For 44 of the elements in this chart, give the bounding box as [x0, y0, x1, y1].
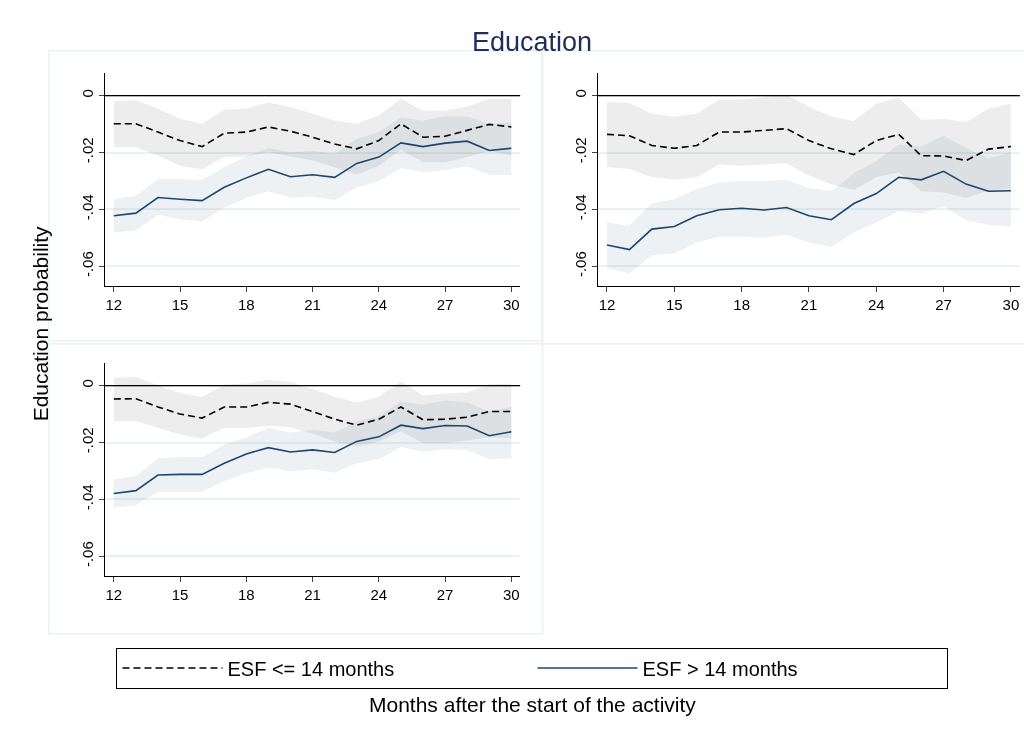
y-tick-label: -.04 [572, 194, 590, 221]
y-tick-label: -.02 [572, 137, 590, 164]
x-tick-label: 15 [171, 296, 189, 314]
x-tick-label: 18 [237, 586, 255, 604]
x-tick-label: 15 [171, 586, 189, 604]
y-tick-label: -.06 [78, 541, 96, 568]
x-tick-label: 24 [370, 296, 388, 314]
y-tick-label: 0 [78, 89, 96, 98]
x-tick-label: 12 [598, 296, 616, 314]
x-tick-label: 30 [503, 296, 520, 314]
line-series [112, 424, 513, 495]
x-tick-label: 21 [304, 586, 321, 604]
x-tick-label: 30 [1002, 296, 1020, 314]
y-tick-label: 0 [572, 89, 590, 98]
line-series [112, 397, 513, 426]
x-tick-label: 27 [436, 586, 454, 604]
x-tick-label: 24 [370, 586, 388, 604]
y-tick-label: -.06 [78, 251, 96, 278]
line-series [606, 127, 1012, 162]
y-tick-label: -.04 [78, 194, 96, 221]
y-tick-label: -.06 [572, 251, 590, 278]
x-tick-label: 30 [503, 586, 520, 604]
y-tick-label: -.04 [78, 484, 96, 511]
y-tick-label: -.02 [78, 137, 96, 164]
x-tick-label: 21 [304, 296, 321, 314]
x-axis-title: Months after the start of the activity [369, 693, 697, 716]
x-tick-label: 18 [237, 296, 255, 314]
y-tick-label: -.02 [78, 427, 96, 454]
y-axis-title: Education probability [28, 225, 52, 422]
x-tick-label: 12 [105, 296, 123, 314]
line-series [112, 140, 513, 217]
line-series [606, 170, 1012, 251]
legend-label: ESF <= 14 months [227, 657, 395, 680]
legend-label: ESF > 14 months [642, 657, 798, 680]
x-tick-label: 27 [436, 296, 454, 314]
chart-title: Education [472, 27, 593, 57]
x-tick-label: 12 [105, 586, 123, 604]
x-tick-label: 24 [867, 296, 885, 314]
x-tick-label: 27 [935, 296, 952, 314]
x-tick-label: 15 [665, 296, 683, 314]
x-tick-label: 21 [800, 296, 818, 314]
y-tick-label: 0 [78, 379, 96, 388]
x-tick-label: 18 [733, 296, 750, 314]
line-series [112, 123, 513, 150]
